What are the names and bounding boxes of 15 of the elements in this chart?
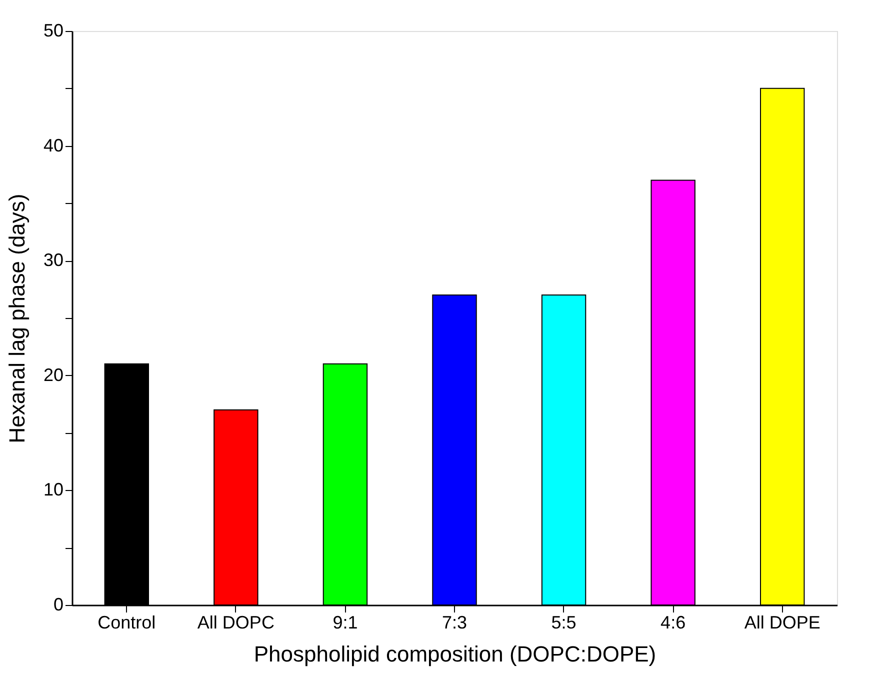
x-tick-label: 7:3 xyxy=(442,612,468,632)
x-tick-label: All DOPE xyxy=(744,612,820,632)
y-tick-label: 40 xyxy=(43,135,64,156)
y-tick-label: 30 xyxy=(43,250,64,270)
y-tick-label: 20 xyxy=(43,364,64,385)
x-tick-label: 5:5 xyxy=(551,612,576,632)
y-tick-label: 50 xyxy=(43,20,64,40)
y-tick-label: 0 xyxy=(53,594,64,614)
x-tick-label: Control xyxy=(98,612,156,632)
y-axis-title: Hexanal lag phase (days) xyxy=(4,194,30,444)
x-tick-label: 4:6 xyxy=(660,612,686,632)
x-tick-label: 9:1 xyxy=(332,612,358,632)
x-tick-label: All DOPC xyxy=(197,612,274,632)
y-tick-label: 10 xyxy=(43,480,64,500)
x-axis-title: Phospholipid composition (DOPC:DOPE) xyxy=(254,642,656,666)
